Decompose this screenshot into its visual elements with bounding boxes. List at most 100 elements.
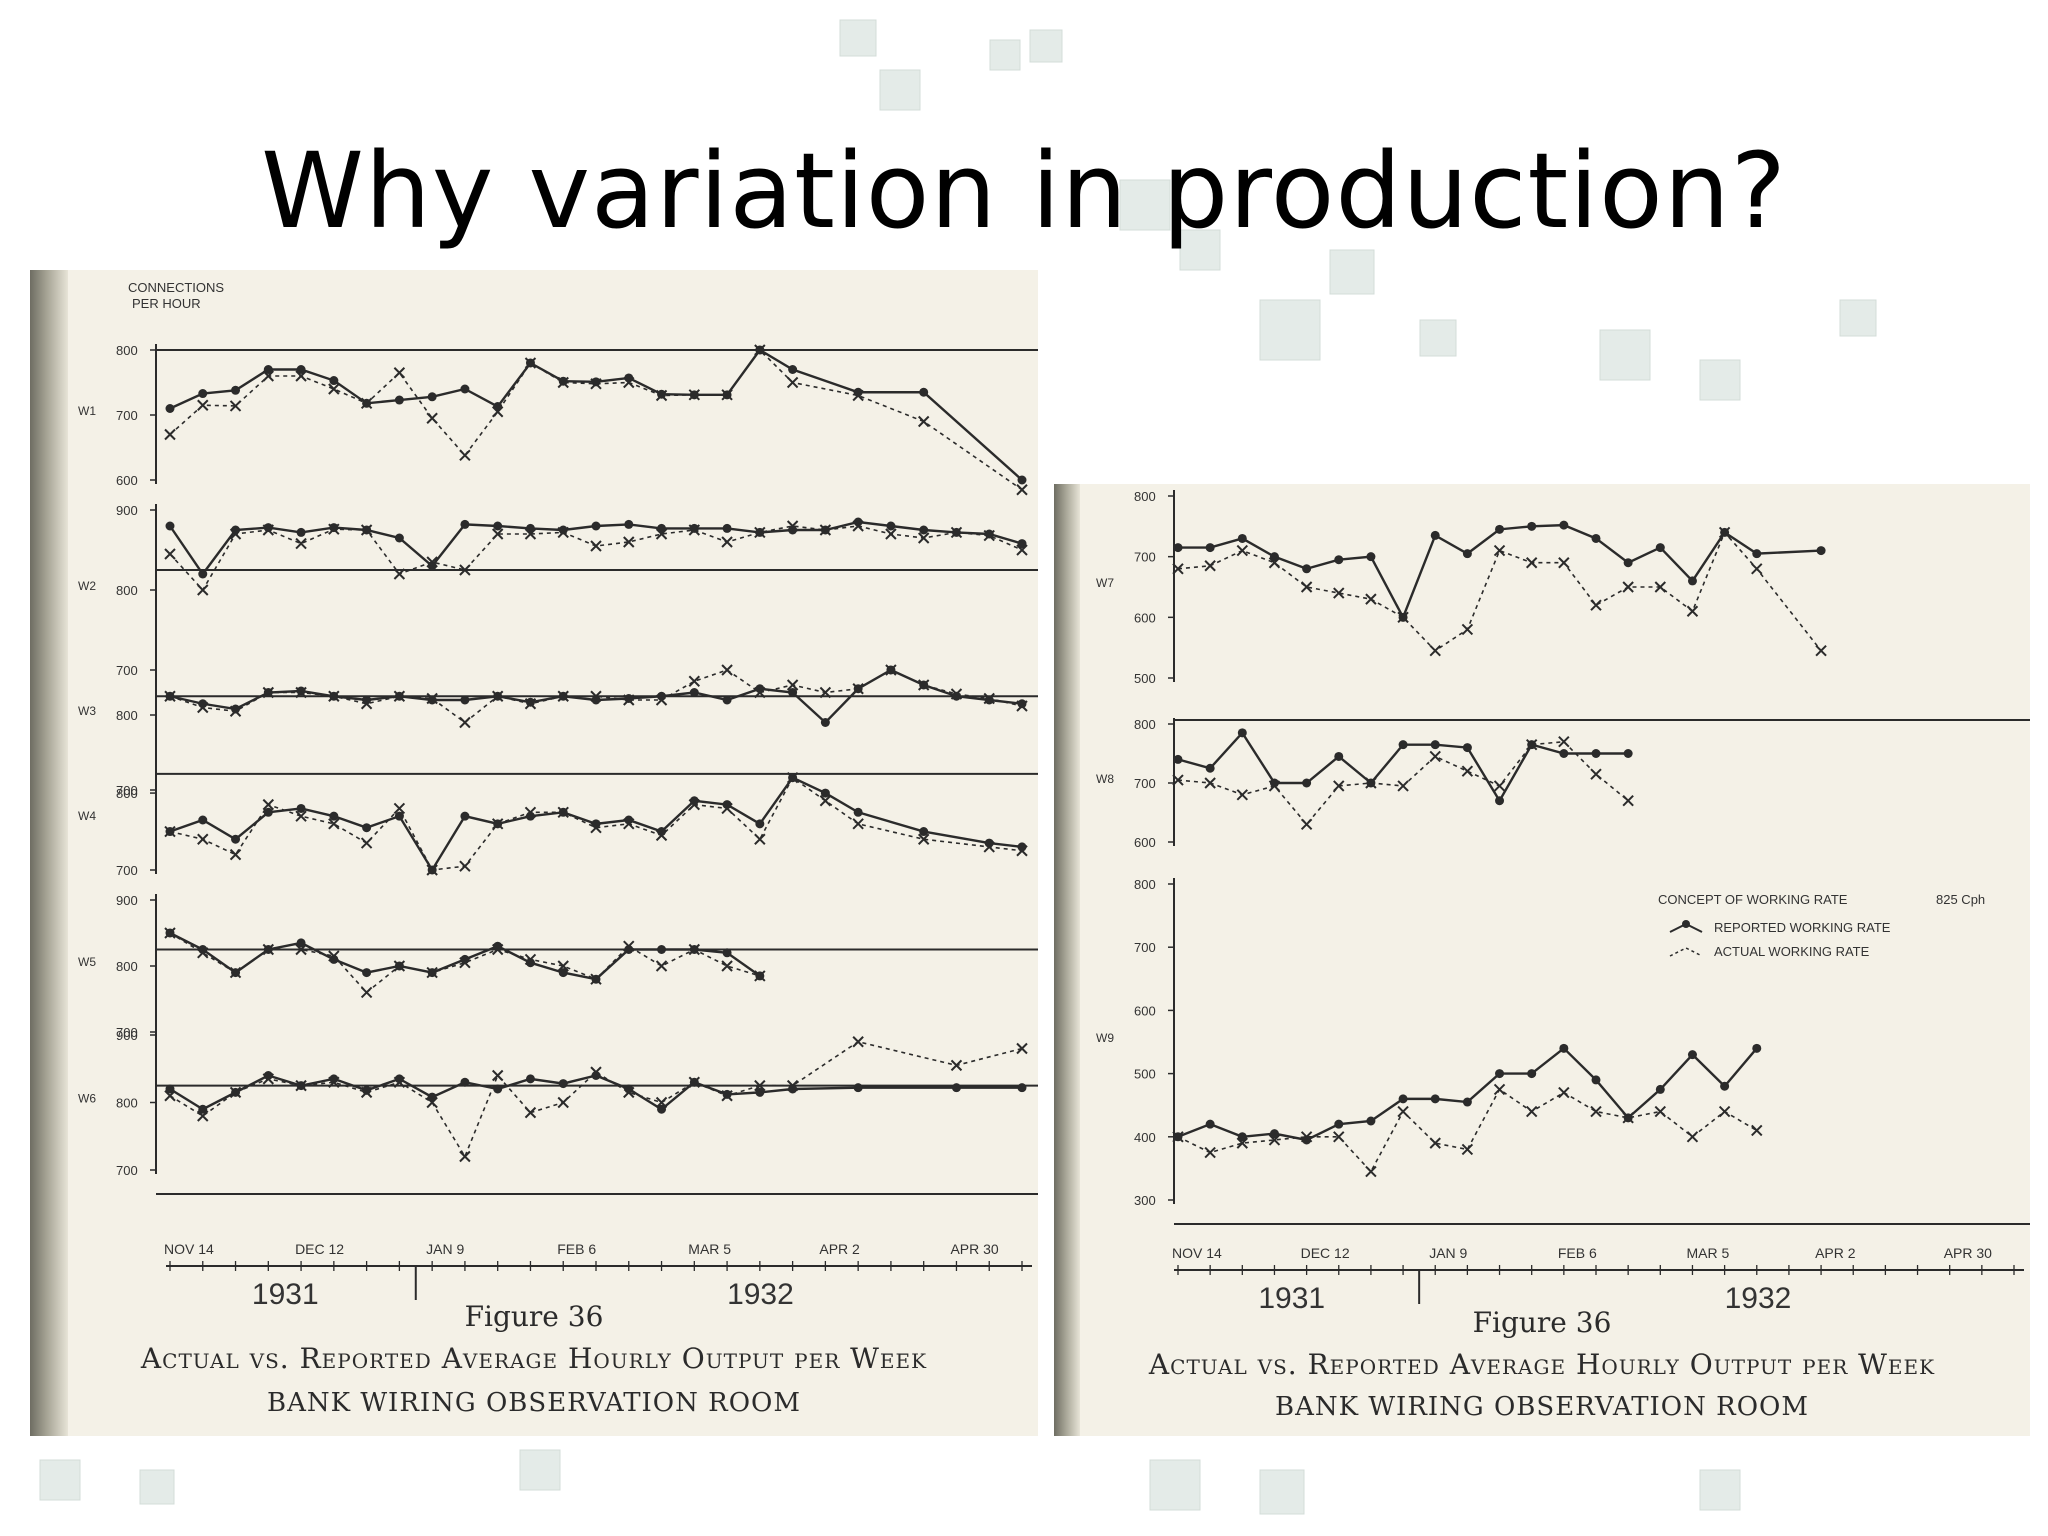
y-tick-label: 800 (116, 1096, 138, 1111)
actual-point (1558, 1086, 1570, 1099)
reported-point (558, 968, 568, 978)
reported-point (624, 815, 634, 825)
actual-point (754, 1079, 766, 1092)
year-label: 1932 (727, 1278, 794, 1311)
reported-point (1816, 546, 1826, 556)
reported-point (919, 680, 929, 690)
y-tick-label: 700 (116, 663, 138, 678)
panel-label: W4 (78, 809, 96, 823)
reported-point (1366, 778, 1376, 788)
reported-point (984, 838, 994, 848)
reported-point (1623, 749, 1633, 758)
actual-point (328, 818, 340, 830)
reported-point (165, 1084, 175, 1094)
reported-point (1430, 530, 1440, 540)
actual-point (1525, 1105, 1538, 1118)
y-tick-label: 600 (1134, 835, 1156, 850)
reported-point (362, 695, 372, 705)
reported-point (1269, 1129, 1279, 1139)
actual-point (393, 568, 406, 580)
actual-point (459, 1150, 471, 1163)
reported-point (689, 390, 699, 400)
actual-point (917, 532, 930, 544)
y-tick-label: 900 (116, 1028, 138, 1043)
actual-point (459, 449, 471, 462)
reported-point (886, 521, 896, 531)
reported-point (231, 1087, 241, 1097)
reported-point (296, 365, 306, 374)
actual-point (786, 376, 799, 389)
reported-point (657, 1104, 667, 1114)
reported-point (263, 945, 273, 954)
actual-point (1016, 1042, 1028, 1055)
y-tick-label: 600 (116, 473, 138, 488)
actual-point (885, 528, 897, 540)
reported-point (1017, 539, 1027, 549)
reported-point (493, 941, 503, 951)
legend-label-reported: REPORTED WORKING RATE (1714, 920, 1891, 935)
actual-point (1365, 1165, 1377, 1178)
reported-point (1687, 1050, 1697, 1060)
page-gutter-shadow (30, 270, 68, 1436)
reported-point (296, 527, 306, 537)
actual-point (229, 848, 242, 861)
y-unit-label: PER HOUR (132, 296, 201, 311)
reported-point (329, 1074, 339, 1084)
reported-point (394, 533, 404, 543)
reported-point (558, 1079, 568, 1089)
reported-point (493, 1084, 503, 1094)
reported-point (1334, 1119, 1344, 1129)
reported-point (231, 525, 241, 535)
y-tick-label: 800 (1134, 717, 1156, 732)
reported-point (1623, 558, 1633, 568)
reported-point (1720, 1081, 1730, 1091)
actual-point (590, 540, 602, 552)
y-tick-label: 800 (116, 959, 138, 974)
reported-point (657, 827, 667, 837)
y-tick-label: 800 (1134, 489, 1156, 504)
reported-point (1559, 749, 1569, 758)
y-tick-label: 700 (116, 1163, 138, 1178)
actual-point (1493, 1083, 1506, 1096)
actual-point (295, 537, 307, 550)
reported-point (525, 958, 535, 968)
actual-point (1622, 581, 1634, 593)
reported-point (624, 945, 634, 954)
reported-point (231, 385, 241, 395)
reported-point (788, 1084, 798, 1094)
reported-point (1462, 743, 1472, 753)
reported-point (1752, 1043, 1762, 1053)
legend-target: 825 Cph (1936, 892, 1985, 907)
reported-point (1559, 520, 1569, 530)
panel-label: W5 (78, 955, 96, 969)
reported-point (263, 1071, 273, 1080)
actual-point (917, 833, 930, 845)
actual-point (1590, 768, 1602, 780)
reported-point (362, 1085, 372, 1095)
reported-point (525, 811, 535, 821)
reported-point (755, 971, 765, 981)
actual-point (197, 833, 209, 845)
x-tick-label: MAR 5 (1686, 1245, 1729, 1261)
actual-point (1333, 1131, 1345, 1143)
actual-point (459, 860, 471, 872)
reported-point (1173, 543, 1183, 553)
reported-point (394, 691, 404, 701)
reported-point (1591, 1075, 1601, 1085)
actual-point (393, 367, 406, 379)
reported-point (1430, 740, 1440, 750)
year-label: 1931 (1258, 1282, 1325, 1315)
reported-point (427, 561, 437, 571)
actual-point (950, 1059, 963, 1072)
reported-point (427, 865, 437, 875)
y-tick-label: 900 (116, 893, 138, 908)
actual-point (1654, 1105, 1667, 1118)
actual-point (262, 370, 275, 382)
y-tick-label: 700 (1134, 550, 1156, 565)
reported-point (1173, 1132, 1183, 1142)
actual-point (295, 810, 307, 822)
reported-point (558, 376, 568, 386)
reported-point (198, 815, 208, 825)
reported-point (722, 948, 732, 958)
actual-point (164, 548, 176, 560)
